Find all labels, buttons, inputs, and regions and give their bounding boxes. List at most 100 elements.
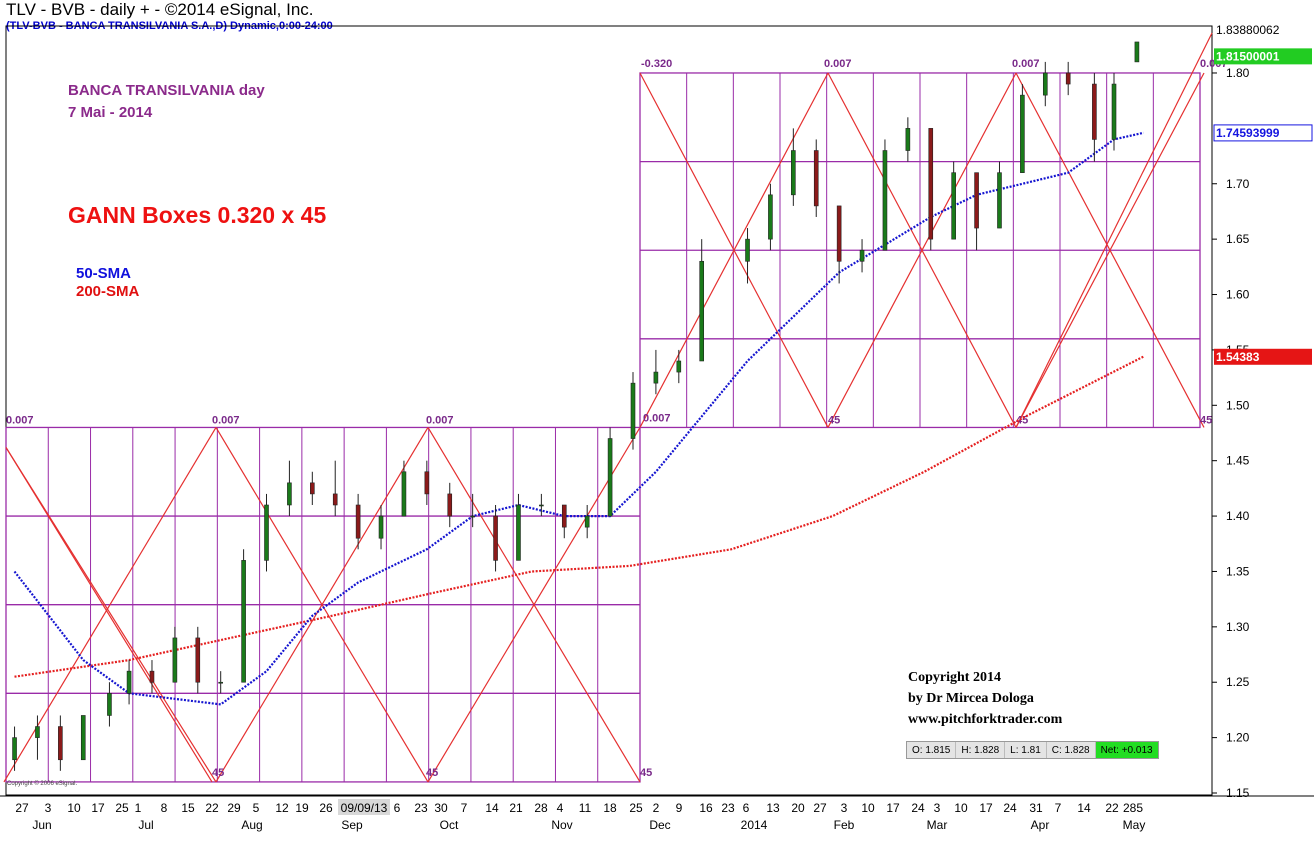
candle [1134,41,1140,63]
candle-body [1065,72,1071,85]
gann-diagonal [1015,32,1213,428]
candle-body [195,637,201,683]
candle-body [493,515,498,561]
candle [470,493,475,528]
x-day-label: 6 [394,801,401,815]
x-day-label: 27 [15,801,29,815]
x-day-label: 10 [861,801,875,815]
y-tick-label: 1.30 [1226,620,1250,634]
x-month-label: May [1123,818,1146,832]
x-day-label: 14 [1077,801,1091,815]
candle-body [882,150,888,251]
x-month-label: Nov [551,818,572,832]
candle [561,504,567,539]
candle-body [401,471,407,517]
candle-body [813,150,819,207]
candle [745,228,750,284]
y-tick-label: 1.80 [1226,66,1250,80]
esignal-copyright: Copyright © 2006 eSignal. [7,781,78,787]
x-day-label: 2 [653,801,660,815]
gann-diagonal [827,72,1017,428]
candle [905,117,911,162]
x-day-label: 15 [181,801,195,815]
candle [882,139,888,251]
sma200-line [14,355,1144,678]
x-month-label: Jun [32,818,51,832]
x-day-label: 14 [485,801,499,815]
candle-body [997,172,1002,229]
copyright-line3: www.pitchforktrader.com [908,712,1063,727]
gann-bottom-label: 45 [1016,414,1028,426]
candle-body [516,504,521,561]
candle [584,504,590,539]
candle [126,660,132,705]
candle-body [1042,72,1048,96]
candle-body [974,172,979,229]
candle-body [584,515,590,528]
candle [424,460,430,505]
gann-bottom-label: 45 [426,767,438,779]
x-day-label: 26 [319,801,333,815]
x-day-label: 25 [115,801,129,815]
x-day-label: 17 [886,801,900,815]
x-day-label: 17 [91,801,105,815]
x-day-label: 17 [979,801,993,815]
x-day-label: 3 [934,801,941,815]
candle [218,671,223,694]
candle [539,493,544,517]
gann-top-label: 0.007 [824,58,852,70]
x-month-label: Mar [927,818,948,832]
candle [35,715,40,760]
ohlc-net: Net: +0.013 [1095,742,1158,758]
price-tag-bg [1213,124,1313,142]
candle-body [951,172,956,240]
candle [149,660,155,694]
candle [699,239,705,362]
candle-body [630,382,636,439]
copyright-line1: Copyright 2014 [908,670,1001,685]
gann-diagonal [1015,72,1205,428]
candle [676,349,682,384]
candle-body [218,681,223,684]
x-day-label: 4 [557,801,564,815]
candle-body [539,504,544,507]
x-month-label: Jul [138,818,153,832]
candle-body [768,194,773,240]
chart-date: 7 Mai - 2014 [68,104,153,121]
x-day-label: 8 [161,801,168,815]
candle-body [607,438,613,517]
candle-body [12,737,17,761]
candle-body [836,205,842,262]
candle [813,139,819,217]
x-month-label: Apr [1031,818,1050,832]
gann-diagonal [5,447,217,783]
price-tag-text: 1.83880062 [1216,23,1280,37]
candle [355,493,361,550]
x-day-label: 3 [45,801,52,815]
candle [974,172,979,251]
ohlc-high: H: 1.828 [956,742,1006,758]
y-tick-label: 1.40 [1226,509,1250,523]
candle [107,682,112,727]
gann-bottom-label: 45 [828,414,840,426]
gann-mid-label: 0.007 [643,412,671,424]
x-month-label: Feb [834,818,855,832]
x-day-label: 18 [603,801,617,815]
x-day-label: 30 [434,801,448,815]
x-day-label: 22 [205,801,219,815]
candle [768,183,773,251]
x-day-label: 27 [813,801,827,815]
candle-body [172,637,178,683]
price-tag-text: 1.74593999 [1216,126,1280,140]
gann-diagonal [3,427,217,783]
gann-diagonal [215,427,429,783]
price-tag-bg [1214,48,1312,65]
x-day-label: 21 [509,801,523,815]
candle [1092,72,1097,162]
date-highlight [338,799,390,815]
gann-bottom-label: 45 [1200,414,1212,426]
price-tag-bg [1214,348,1312,365]
price-tag-text: 1.81500001 [1216,49,1280,63]
candle-body [241,560,246,683]
